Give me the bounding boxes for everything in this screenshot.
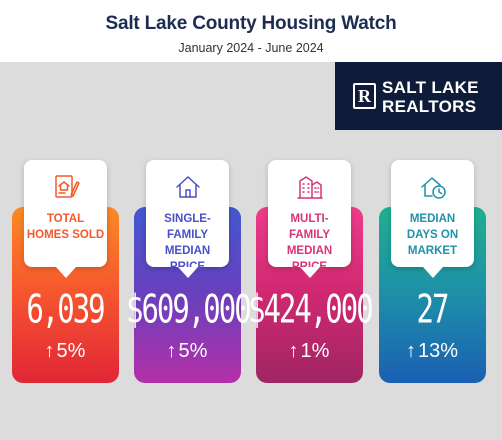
logo-line-2: REALTORS [382,97,477,116]
salt-lake-realtors-logo: R SALT LAKE REALTORS [335,62,502,130]
house-clock-icon [391,173,474,201]
apartment-building-icon [268,173,351,201]
stat-value: $609,000 [126,286,252,332]
stat-label: MEDIAN DAYS ON MARKET [406,213,459,257]
realtor-r-icon: R [353,83,376,109]
header: Salt Lake County Housing Watch January 2… [0,0,502,62]
arrow-up-icon: ↑ [166,340,177,362]
stat-label-bubble: TOTAL HOMES SOLD [24,160,107,278]
stat-value: $424,000 [248,286,374,332]
arrow-up-icon: ↑ [288,340,299,362]
stat-label-bubble: MEDIAN DAYS ON MARKET [391,160,474,278]
stat-value: 6,039 [26,286,105,332]
stat-label: TOTAL HOMES SOLD [26,213,105,241]
date-range: January 2024 - June 2024 [178,41,324,55]
stat-label: MULTI-FAMILY MEDIAN PRICE [286,213,333,273]
stat-label-bubble: MULTI-FAMILY MEDIAN PRICE [268,160,351,278]
stat-change: ↑ 1% [288,340,330,362]
stat-label-bubble: SINGLE-FAMILY MEDIAN PRICE [146,160,229,278]
arrow-up-icon: ↑ [44,340,55,362]
house-document-icon [24,173,107,201]
page-title: Salt Lake County Housing Watch [105,13,397,34]
stat-change: ↑ 5% [166,340,208,362]
house-icon [146,173,229,201]
stat-change: ↑ 5% [44,340,86,362]
stat-label: SINGLE-FAMILY MEDIAN PRICE [164,213,211,273]
stat-value: 27 [416,286,450,332]
stat-change: ↑ 13% [405,340,459,362]
logo-line-1: SALT LAKE [382,78,479,97]
arrow-up-icon: ↑ [405,340,416,362]
